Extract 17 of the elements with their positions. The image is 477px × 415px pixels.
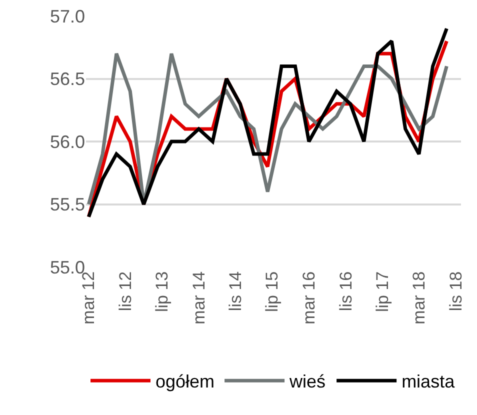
- x-tick-label: lip 13: [152, 271, 172, 312]
- x-tick-label: lis 14: [226, 271, 246, 312]
- x-tick-label: lis 18: [446, 271, 466, 312]
- y-tick-label: 57.0: [50, 6, 85, 26]
- legend-label: wieś: [288, 372, 326, 392]
- x-tick-label: mar 16: [299, 271, 318, 324]
- x-tick-label: mar 14: [189, 271, 208, 324]
- legend-label: ogółem: [156, 372, 215, 392]
- x-tick-label: lip 17: [372, 271, 392, 312]
- y-tick-label: 56.0: [50, 132, 85, 152]
- x-tick-label: lip 15: [262, 271, 282, 312]
- x-tick-label: lis 12: [116, 271, 136, 312]
- y-tick-label: 56.5: [50, 69, 85, 90]
- legend-label: miasta: [402, 372, 456, 392]
- y-tick-label: 55.5: [50, 194, 85, 215]
- x-tick-label: mar 18: [409, 271, 428, 324]
- x-tick-label: lis 16: [336, 271, 356, 312]
